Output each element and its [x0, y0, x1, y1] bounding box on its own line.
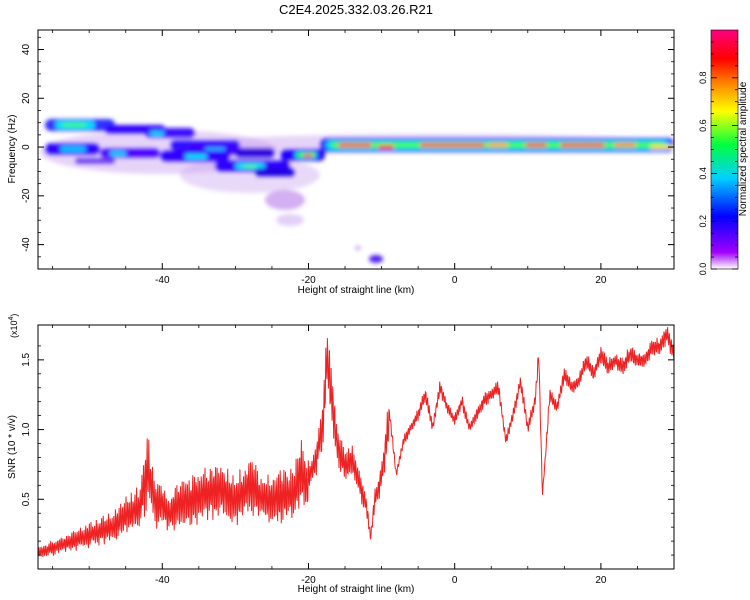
x-tick-label: -40 [155, 275, 170, 286]
y-tick-label: 0 [21, 144, 32, 150]
figure-title: C2E4.2025.332.03.26.R21 [279, 2, 433, 17]
y-tick-label: 1.5 [21, 352, 32, 366]
spectral-band [303, 154, 313, 157]
colorbar-gradient [710, 29, 739, 270]
x-tick-label: 20 [595, 575, 607, 586]
y-tick-label: -20 [21, 188, 32, 203]
spectrogram-features [40, 119, 674, 263]
spectral-band [488, 143, 508, 147]
snr-y-tick-labels: 0.5 1.0 1.5 [21, 352, 32, 506]
spectral-band [62, 123, 86, 127]
x-tick-label: -40 [155, 575, 170, 586]
x-tick-label: 0 [452, 275, 458, 286]
spectral-band [560, 143, 605, 147]
spectral-band [614, 143, 636, 147]
snr-background [38, 325, 674, 569]
spectral-band [235, 148, 275, 158]
colorbar-tick-label: 0.0 [698, 263, 708, 276]
y-tick-label: 20 [21, 92, 32, 104]
snr-ticks [38, 325, 675, 569]
spectral-band [60, 146, 86, 152]
y-tick-label: 0.5 [21, 492, 32, 506]
spectrogram-panel: -40 -20 0 20 40 20 0 -20 -40 Height of straight… [7, 29, 675, 296]
spectrogram-ticks [38, 30, 675, 269]
snr-multiplier-close: ) [9, 314, 19, 317]
svg-text:(x104): (x104) [8, 314, 19, 338]
snr-frame [37, 324, 675, 570]
spectral-band [150, 131, 164, 136]
spectrogram-y-tick-labels: 40 20 0 -20 -40 [21, 44, 32, 252]
spectral-band [255, 168, 295, 177]
spectral-band [100, 148, 160, 158]
snr-x-label: Height of straight line (km) [298, 584, 415, 595]
colorbar-tick-label: 0.2 [698, 215, 708, 228]
snr-plot-area [38, 327, 674, 557]
spectral-band [650, 145, 674, 149]
spectrogram-x-tick-labels: -40 -20 0 20 [155, 275, 607, 286]
y-tick-label: 1.0 [21, 422, 32, 436]
spectral-band [338, 143, 372, 147]
spectral-band [378, 145, 394, 149]
colorbar-tick-labels: 0.0 0.2 0.4 0.6 0.8 [698, 72, 708, 276]
spectral-band [243, 165, 257, 168]
snr-multiplier-base: (x10 [9, 320, 19, 338]
colorbar-tick-label: 0.4 [698, 167, 708, 180]
spectral-band [420, 143, 485, 147]
spectral-blob [369, 255, 383, 263]
y-tick-label: -40 [21, 237, 32, 252]
x-tick-label: 0 [452, 575, 458, 586]
spectral-band [525, 143, 547, 147]
spectral-band [110, 151, 126, 156]
x-tick-label: -20 [301, 575, 316, 586]
spectral-band [75, 158, 115, 164]
spectrogram-y-label: Frequency (Hz) [7, 115, 18, 184]
snr-series-line [38, 327, 674, 557]
x-tick-label: 20 [595, 275, 607, 286]
snr-multiplier: (x104) [8, 314, 19, 338]
colorbar-ticks [711, 41, 738, 270]
y-tick-label: 40 [21, 44, 32, 56]
spectral-band [185, 154, 207, 159]
snr-panel: -40 -20 0 20 0.5 1.0 1.5 Height of straight l… [7, 314, 675, 595]
colorbar: 0.0 0.2 0.4 0.6 0.8 Normalized spectral ampl… [698, 29, 749, 276]
spectral-smear [265, 190, 305, 210]
spectrogram-x-label: Height of straight line (km) [298, 285, 415, 296]
colorbar-tick-label: 0.8 [698, 72, 708, 85]
snr-multiplier-exp: 4 [8, 316, 15, 320]
x-tick-label: -20 [301, 275, 316, 286]
spectral-smear [276, 214, 304, 226]
snr-y-label: SNR (10 * v/v) [7, 415, 18, 479]
spectrogram-frame [37, 29, 675, 270]
colorbar-tick-label: 0.6 [698, 119, 708, 132]
snr-x-tick-labels: -40 -20 0 20 [155, 575, 607, 586]
colorbar-label: Normalized spectral amplitude [738, 81, 749, 216]
spectral-blob [355, 246, 361, 250]
